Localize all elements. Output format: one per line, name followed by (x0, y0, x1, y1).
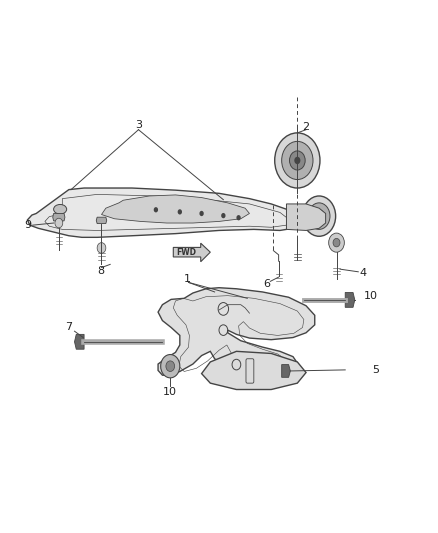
Circle shape (221, 213, 226, 218)
Text: 2: 2 (303, 122, 310, 132)
Polygon shape (96, 217, 107, 223)
Circle shape (178, 209, 182, 215)
Circle shape (314, 210, 324, 222)
Polygon shape (158, 288, 315, 375)
Text: 10: 10 (364, 291, 378, 301)
Polygon shape (74, 334, 84, 349)
Circle shape (308, 203, 330, 229)
Circle shape (161, 354, 180, 378)
Circle shape (55, 218, 63, 228)
Polygon shape (201, 351, 306, 390)
Circle shape (166, 361, 175, 372)
Text: 1: 1 (184, 274, 191, 284)
Circle shape (333, 238, 340, 247)
Text: 7: 7 (65, 322, 72, 332)
Polygon shape (102, 195, 250, 223)
Circle shape (282, 141, 313, 180)
Text: 4: 4 (360, 268, 367, 278)
Circle shape (294, 157, 300, 164)
Circle shape (275, 133, 320, 188)
Text: 8: 8 (97, 266, 104, 276)
Polygon shape (173, 243, 210, 262)
Circle shape (303, 196, 336, 236)
Ellipse shape (53, 205, 67, 214)
Text: 5: 5 (372, 365, 379, 375)
Polygon shape (345, 293, 355, 308)
Circle shape (199, 211, 204, 216)
Circle shape (97, 243, 106, 253)
Circle shape (154, 207, 158, 213)
Circle shape (290, 151, 305, 170)
Text: 10: 10 (163, 386, 177, 397)
Polygon shape (53, 214, 65, 221)
Text: 6: 6 (263, 279, 270, 289)
Text: FWD: FWD (177, 248, 196, 257)
Text: 9: 9 (24, 220, 31, 230)
Text: 3: 3 (135, 120, 142, 131)
Circle shape (317, 214, 321, 219)
Polygon shape (282, 365, 290, 377)
Polygon shape (286, 204, 325, 230)
Polygon shape (28, 188, 297, 237)
Circle shape (328, 233, 344, 252)
Circle shape (237, 215, 241, 220)
